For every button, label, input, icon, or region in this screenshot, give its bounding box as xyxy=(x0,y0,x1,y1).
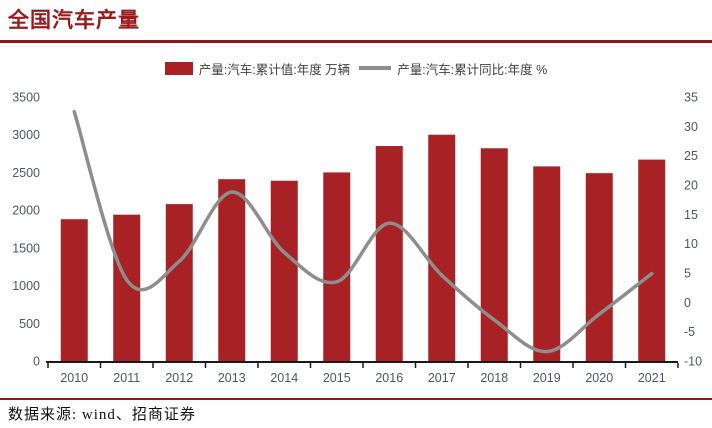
left-axis-tick-label: 2500 xyxy=(12,166,40,180)
right-axis-tick-label: 15 xyxy=(684,208,698,222)
right-axis-tick-label: 20 xyxy=(684,179,698,193)
left-axis-tick-label: 500 xyxy=(19,317,40,331)
x-axis-label-2013: 2013 xyxy=(218,371,246,385)
bar-2017 xyxy=(428,134,456,361)
bar-2016 xyxy=(375,146,403,361)
x-axis-label-2014: 2014 xyxy=(270,371,298,385)
left-axis-tick-label: 0 xyxy=(33,355,40,369)
left-axis-tick-label: 2000 xyxy=(12,204,40,218)
x-axis-label-2011: 2011 xyxy=(113,371,140,385)
right-axis-tick-label: 30 xyxy=(684,120,698,134)
x-axis-label-2021: 2021 xyxy=(638,371,666,385)
x-axis-label-2010: 2010 xyxy=(60,371,88,385)
left-axis-tick-label: 1500 xyxy=(12,241,40,255)
chart-legend: 产量:汽车:累计值:年度 万辆 产量:汽车:累计同比:年度 % xyxy=(0,58,712,78)
right-axis-tick-label: 5 xyxy=(684,267,691,281)
x-axis-label-2016: 2016 xyxy=(375,371,403,385)
bar-2019 xyxy=(533,166,561,361)
x-axis-label-2020: 2020 xyxy=(585,371,613,385)
bottom-divider xyxy=(0,398,712,400)
combo-chart: 0 500 1000 1500 2000 2500 3000 3500 -10 -5 0 5 10 15 2… xyxy=(12,91,702,386)
x-axis-label-2018: 2018 xyxy=(480,371,508,385)
bar-2014 xyxy=(270,180,298,361)
top-divider xyxy=(0,40,712,43)
x-axis-label-2015: 2015 xyxy=(323,371,351,385)
bar-2020 xyxy=(585,173,613,361)
x-axis-label-2019: 2019 xyxy=(533,371,561,385)
right-axis-tick-label: -5 xyxy=(684,325,695,339)
bar-2010 xyxy=(60,219,88,361)
right-axis-tick-label: 35 xyxy=(684,91,698,105)
bar-2013 xyxy=(218,179,246,361)
legend-item-yoy: 产量:汽车:累计同比:年度 % xyxy=(359,59,547,78)
x-axis-label-2017: 2017 xyxy=(428,371,456,385)
right-axis-tick-label: 25 xyxy=(684,149,698,163)
bar-2015 xyxy=(323,172,351,361)
right-axis-tick-label: -10 xyxy=(684,355,702,369)
right-axis-tick-label: 10 xyxy=(684,237,698,251)
x-axis-label-2012: 2012 xyxy=(165,371,193,385)
data-source-note: 数据来源: wind、招商证券 xyxy=(8,407,196,423)
legend-label-yoy: 产量:汽车:累计同比:年度 % xyxy=(397,62,548,77)
bar-2012 xyxy=(165,204,193,361)
line-series-swatch-icon xyxy=(359,66,392,70)
left-axis-tick-label: 3500 xyxy=(12,91,40,105)
yoy-line xyxy=(72,109,654,354)
right-axis-tick-label: 0 xyxy=(684,296,691,310)
bar-2021 xyxy=(638,159,666,361)
left-axis-tick-label: 3000 xyxy=(12,128,40,142)
bar-series-swatch-icon xyxy=(164,61,193,75)
legend-label-production: 产量:汽车:累计值:年度 万辆 xyxy=(198,62,351,77)
legend-item-production: 产量:汽车:累计值:年度 万辆 xyxy=(164,59,351,78)
page-title: 全国汽车产量 xyxy=(8,8,140,32)
left-axis-tick-label: 1000 xyxy=(12,279,40,293)
